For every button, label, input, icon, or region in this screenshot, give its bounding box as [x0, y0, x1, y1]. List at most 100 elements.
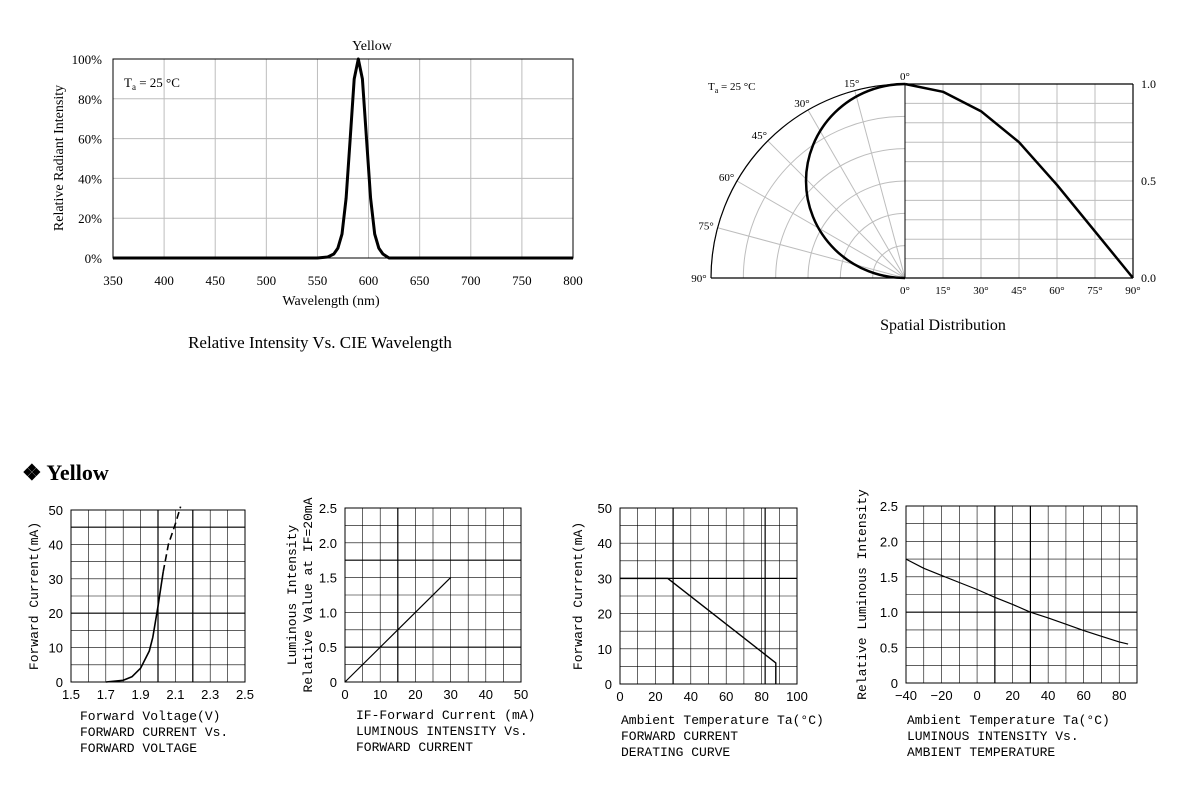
spatial-radial: [767, 140, 906, 279]
temp-y-tick: 0.5: [880, 641, 898, 656]
iv-y-tick: 10: [49, 641, 63, 656]
temp-x-tick: 40: [1041, 688, 1055, 703]
iv-y-tick: 50: [49, 503, 63, 518]
spatial-radial: [807, 109, 906, 279]
spatial-angle-label: 15°: [844, 78, 859, 90]
iv-y-tick: 40: [49, 537, 63, 552]
lum-caption-0: IF-Forward Current (mA): [356, 708, 535, 723]
derating-y-tick: 0: [605, 677, 612, 692]
derating-y-tick: 30: [598, 571, 612, 586]
temp-caption-2: AMBIENT TEMPERATURE: [907, 745, 1055, 760]
ta-t: T: [708, 81, 715, 93]
temp-series-0: [905, 558, 1129, 645]
lum-y-tick: 1.0: [319, 605, 337, 620]
lum-y-label: Relative Value at IF=20mA: [301, 497, 316, 692]
section-heading: ❖ Yellow: [22, 460, 109, 486]
spectrum-y-tick: 80%: [78, 92, 102, 107]
temp-x-tick: 80: [1112, 688, 1126, 703]
spectrum-x-tick: 800: [563, 273, 583, 288]
temp-y-label: Relative Luminous Intensity: [855, 489, 870, 700]
spectrum-y-tick: 60%: [78, 132, 102, 147]
temp-x-tick: 60: [1076, 688, 1090, 703]
derating-x-tick: 60: [719, 689, 733, 704]
temp-x-tick: 20: [1005, 688, 1019, 703]
derating-x-tick: 20: [648, 689, 662, 704]
derating-y-label: Forward Current(mA): [571, 522, 586, 670]
ta-val: = 25 °C: [718, 81, 755, 93]
derating-series-0: [620, 577, 777, 684]
spectrum-x-tick: 400: [154, 273, 174, 288]
lum-x-tick: 30: [443, 687, 457, 702]
temp-x-tick: 0: [973, 688, 980, 703]
lum-y-tick: 0: [330, 675, 337, 690]
iv-caption-2: FORWARD VOLTAGE: [80, 741, 197, 756]
spectrum-x-tick: 350: [103, 273, 123, 288]
temp-y-tick: 1.0: [880, 605, 898, 620]
temp-chart: −40 −20 0 20 40 60 80 0 0.5 1.0 1.5 2.0 2.5 Relative …: [855, 489, 1138, 760]
iv-x-tick: 2.1: [166, 687, 184, 702]
iv-chart: 1.5 1.7 1.9 2.1 2.3 2.5 0 10 20 30 40 50 Forward Cur…: [27, 503, 254, 756]
lum-x-tick: 0: [341, 687, 348, 702]
spectrum-x-tick: 450: [205, 273, 225, 288]
spatial-bottom-label: 45°: [1011, 285, 1026, 297]
spectrum-peak-label: Yellow: [352, 39, 393, 54]
section-title: Yellow: [46, 460, 109, 485]
lum-y-tick: 2.0: [319, 536, 337, 551]
lum-x-tick: 40: [479, 687, 493, 702]
derating-y-tick: 10: [598, 642, 612, 657]
spatial-polar-curve: [804, 82, 906, 280]
iv-y-tick: 30: [49, 572, 63, 587]
derating-caption-2: DERATING CURVE: [621, 745, 730, 760]
iv-frame: [70, 509, 246, 683]
spatial-angle-label: 90°: [691, 273, 706, 285]
spectrum-ta-label: Ta = 25 °C: [124, 75, 180, 92]
lum-frame: [344, 507, 522, 683]
lum-x-tick: 20: [408, 687, 422, 702]
diamond-bullet-icon: ❖: [22, 460, 42, 485]
spatial-right-label: 0.0: [1141, 271, 1156, 285]
iv-x-tick: 2.3: [201, 687, 219, 702]
iv-y-tick: 0: [56, 675, 63, 690]
spectrum-x-tick: 500: [257, 273, 277, 288]
iv-y-label: Forward Current(mA): [27, 522, 42, 670]
spatial-bottom-label: 90°: [1125, 285, 1140, 297]
spectrum-x-tick: 750: [512, 273, 532, 288]
temp-caption-1: LUMINOUS INTENSITY Vs.: [907, 729, 1079, 744]
lum-caption-1: LUMINOUS INTENSITY Vs.: [356, 724, 528, 739]
spectrum-chart: 350 400 450 500 550 600 650 700 750 800 0% 20% 40% 60…: [52, 39, 583, 352]
temp-x-tick: −20: [931, 688, 953, 703]
spectrum-title: Relative Intensity Vs. CIE Wavelength: [188, 333, 452, 352]
iv-series-1: [162, 506, 182, 573]
ta-sub: a: [132, 82, 136, 92]
temp-y-tick: 0: [891, 676, 898, 691]
lum-y-label: Luminous Intensity: [285, 525, 300, 666]
lum-x-tick: 50: [514, 687, 528, 702]
spatial-radial: [717, 227, 906, 279]
spatial-title: Spatial Distribution: [880, 317, 1006, 334]
spatial-angle-label: 75°: [698, 221, 713, 233]
ta-t: T: [124, 75, 132, 90]
spectrum-x-tick: 650: [410, 273, 430, 288]
lum-y-tick: 0.5: [319, 640, 337, 655]
spatial-bottom-label: 0°: [900, 285, 910, 297]
derating-x-tick: 100: [786, 689, 808, 704]
ta-sub: a: [715, 86, 719, 95]
iv-caption-1: FORWARD CURRENT Vs.: [80, 725, 228, 740]
iv-caption-0: Forward Voltage(V): [80, 709, 220, 724]
spectrum-y-tick: 100%: [72, 52, 103, 67]
lum-series-0: [344, 577, 452, 683]
spectrum-x-tick: 700: [461, 273, 481, 288]
spectrum-y-tick: 0%: [85, 251, 103, 266]
spatial-angle-label: 45°: [752, 130, 767, 142]
temp-y-tick: 1.5: [880, 570, 898, 585]
lum-chart: 0 10 20 30 40 50 0 0.5 1.0 1.5 2.0 2.5 Luminous Inte…: [285, 497, 535, 755]
derating-x-tick: 40: [684, 689, 698, 704]
spatial-intensity-curve: [904, 82, 1134, 279]
iv-x-tick: 1.7: [97, 687, 115, 702]
spatial-bottom-label: 30°: [973, 285, 988, 297]
ta-val: = 25 °C: [136, 75, 180, 90]
spectrum-y-tick: 20%: [78, 211, 102, 226]
spatial-right-label: 0.5: [1141, 174, 1156, 188]
derating-y-tick: 20: [598, 607, 612, 622]
